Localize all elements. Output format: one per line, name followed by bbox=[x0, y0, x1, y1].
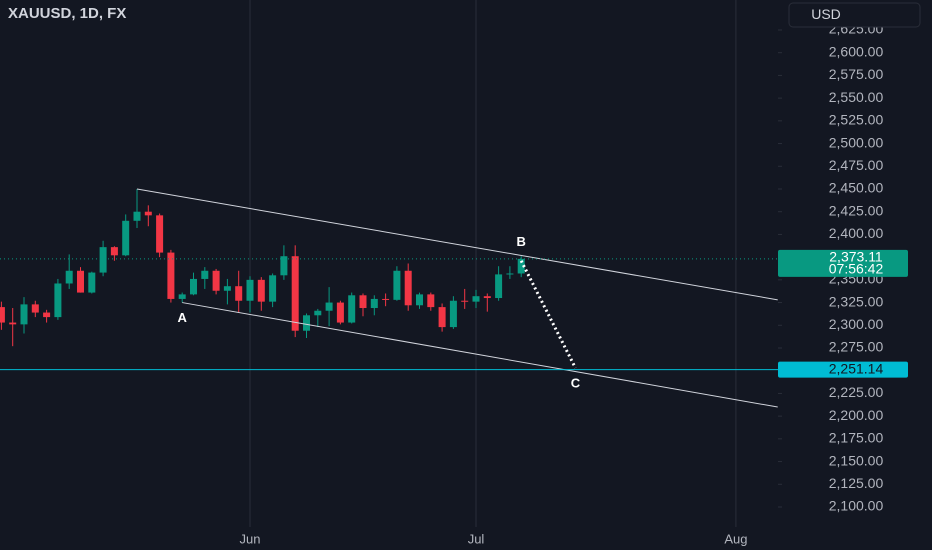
candle-body bbox=[506, 273, 514, 275]
channel-line bbox=[136, 188, 778, 301]
y-tick-label: 2,550.00 bbox=[829, 89, 884, 105]
candle-body bbox=[54, 283, 62, 318]
y-tick-label: 2,200.00 bbox=[829, 407, 884, 423]
y-tick-label: 2,500.00 bbox=[829, 134, 884, 150]
x-tick-label: Jun bbox=[240, 531, 261, 546]
y-tick-label: 2,175.00 bbox=[829, 430, 884, 446]
grid bbox=[249, 0, 737, 527]
candle-body bbox=[144, 211, 152, 216]
channel-line bbox=[182, 302, 778, 408]
y-tick-label: 2,450.00 bbox=[829, 180, 884, 196]
candle-body bbox=[246, 279, 254, 301]
candle-body bbox=[404, 270, 412, 306]
wave-label: B bbox=[517, 234, 526, 249]
candle-body bbox=[393, 270, 401, 300]
candle-body bbox=[325, 302, 333, 311]
candle-body bbox=[449, 300, 457, 328]
currency-label[interactable]: USD bbox=[811, 6, 841, 22]
candle-body bbox=[427, 294, 435, 308]
candle-body bbox=[359, 295, 367, 309]
candle-body bbox=[257, 279, 265, 302]
candle-body bbox=[461, 300, 469, 302]
candle-body bbox=[20, 304, 28, 325]
candle-body bbox=[88, 272, 96, 293]
hline-price-label: 2,251.14 bbox=[829, 360, 884, 376]
candle-body bbox=[167, 252, 175, 299]
candle-body bbox=[178, 294, 186, 299]
candle-body bbox=[438, 307, 446, 328]
candle-body bbox=[382, 298, 390, 300]
candle-body bbox=[280, 256, 288, 276]
y-tick-label: 2,125.00 bbox=[829, 475, 884, 491]
candle-body bbox=[269, 275, 277, 302]
y-tick-label: 2,475.00 bbox=[829, 157, 884, 173]
wave-label: C bbox=[571, 375, 581, 390]
y-tick-label: 2,325.00 bbox=[829, 293, 884, 309]
wave-label: A bbox=[178, 310, 188, 325]
currency-button[interactable] bbox=[788, 2, 921, 28]
y-tick-label: 2,400.00 bbox=[829, 225, 884, 241]
candle-body bbox=[133, 211, 141, 221]
last-price-label: 2,373.11 bbox=[829, 249, 883, 265]
candle-body bbox=[336, 302, 344, 323]
candle-body bbox=[122, 220, 130, 256]
candle-body bbox=[201, 270, 209, 279]
projection-line bbox=[519, 260, 577, 369]
y-tick-label: 2,300.00 bbox=[829, 316, 884, 332]
y-tick-label: 2,100.00 bbox=[829, 498, 884, 514]
candle-body bbox=[110, 247, 118, 256]
candle-body bbox=[348, 295, 356, 323]
candle-body bbox=[235, 286, 243, 301]
candle-body bbox=[77, 270, 84, 293]
candle-body bbox=[291, 256, 299, 331]
plot-area bbox=[0, 188, 778, 408]
candle-body bbox=[495, 274, 503, 299]
candle-body bbox=[99, 247, 107, 273]
candle-body bbox=[483, 296, 491, 299]
candle-body bbox=[212, 270, 220, 291]
y-tick-label: 2,425.00 bbox=[829, 202, 884, 218]
candle-body bbox=[9, 322, 17, 325]
candle-body bbox=[314, 310, 322, 316]
candle-body bbox=[43, 312, 51, 318]
candle-body bbox=[370, 298, 378, 309]
x-tick-label: Jul bbox=[468, 531, 485, 546]
chart-title: XAUUSD, 1D, FX bbox=[8, 5, 126, 22]
candle-body bbox=[65, 270, 73, 284]
candle-body bbox=[416, 294, 423, 306]
y-tick-label: 2,575.00 bbox=[829, 66, 884, 82]
candle-body bbox=[31, 304, 39, 313]
y-tick-label: 2,150.00 bbox=[829, 452, 884, 468]
candle-body bbox=[190, 278, 197, 295]
y-tick-label: 2,225.00 bbox=[829, 384, 884, 400]
countdown-label: 07:56:42 bbox=[829, 261, 884, 277]
candle-body bbox=[303, 315, 310, 331]
candle-body bbox=[156, 215, 164, 253]
hline-price-box bbox=[778, 361, 908, 378]
candle-body bbox=[472, 296, 480, 302]
candle-body bbox=[517, 258, 525, 274]
candle-body bbox=[223, 286, 231, 291]
y-tick-label: 2,525.00 bbox=[829, 112, 884, 128]
y-tick-label: 2,275.00 bbox=[829, 339, 884, 355]
x-tick-label: Aug bbox=[724, 531, 747, 546]
last-price-box bbox=[778, 249, 908, 277]
candle-body bbox=[0, 307, 5, 323]
y-tick-label: 2,600.00 bbox=[829, 43, 884, 59]
